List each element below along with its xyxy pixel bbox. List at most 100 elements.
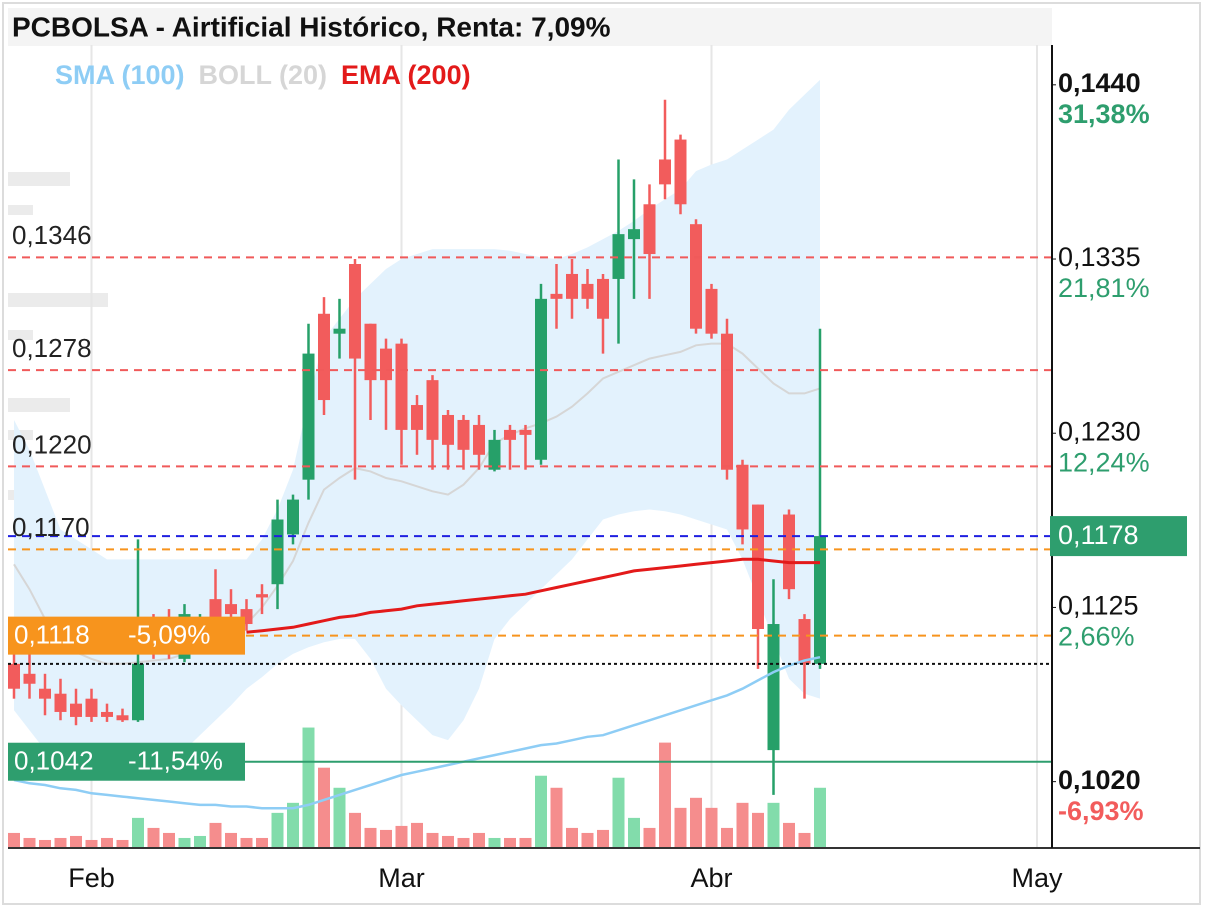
volume-bar [674, 807, 687, 848]
legend: SMA (100) BOLL (20) EMA (200) [55, 60, 471, 90]
volume-bar [535, 775, 547, 848]
level-label: 0,1118 [14, 620, 90, 650]
volume-bar [767, 802, 780, 848]
legend-entry: EMA (200) [341, 60, 471, 90]
volume-bar [271, 812, 284, 848]
volume-bar [302, 727, 315, 848]
volume-bar [628, 817, 640, 848]
placeholder [8, 330, 33, 340]
last-price-label: 0,1178 [1058, 520, 1139, 550]
level-label: 0,1278 [12, 333, 92, 363]
candle-body [550, 293, 563, 299]
volume-bar [116, 839, 129, 848]
candle-body [426, 380, 439, 440]
candle-body [535, 298, 547, 460]
y2-tick-pct: 2,66% [1058, 622, 1135, 652]
volume-bar [349, 812, 361, 848]
volume-bar [318, 767, 330, 848]
volume-bar [690, 797, 702, 848]
volume-bar [457, 837, 470, 848]
volume-bar [395, 825, 408, 848]
y2-tick-pct: -6,93% [1058, 796, 1144, 826]
candle-body [581, 283, 594, 299]
last-price-box [1050, 516, 1187, 557]
y2-tick-label: 0,1125 [1058, 591, 1139, 621]
indicator-line [13, 655, 821, 810]
volume-bar [333, 787, 346, 848]
volume-bar [256, 837, 268, 848]
level-label: 0,1170 [12, 512, 90, 542]
candle-body [504, 429, 516, 440]
volume-bar [814, 787, 826, 848]
level-label: 0,1220 [12, 429, 92, 459]
indicator-line [246, 557, 820, 634]
candle-body [597, 278, 609, 319]
volume-bar [426, 832, 439, 848]
level-pct-label: -11,54% [128, 746, 223, 776]
volume-bar [39, 839, 51, 848]
volume-bar [194, 835, 206, 848]
candle-body [442, 414, 454, 445]
chart-title: PCBOLSA - Airtificial Histórico, Renta: … [12, 11, 611, 42]
placeholder [8, 172, 70, 186]
volume-bar [581, 832, 594, 848]
title-band [8, 8, 1052, 46]
placeholder [8, 205, 33, 215]
volume-bar [380, 829, 392, 848]
volume-bar [163, 832, 175, 848]
level-box [8, 742, 245, 781]
candle-body [39, 688, 51, 699]
level-pct-label: -5,09% [128, 620, 210, 650]
volume-bar [566, 827, 578, 848]
candle-body [457, 419, 470, 450]
candle-body [116, 715, 129, 721]
volume-bar [597, 829, 609, 848]
candle-body [256, 594, 268, 598]
candle-body [566, 273, 578, 299]
candle-body [628, 229, 640, 240]
y2-tick-label: 0,1020 [1058, 765, 1141, 795]
candle-body [783, 514, 795, 590]
level-label: 0,1346 [12, 220, 92, 250]
x-tick-label: Feb [68, 863, 115, 893]
volume-bar [721, 827, 733, 848]
volume-bar [612, 777, 625, 848]
candle-body [85, 698, 98, 717]
candle-body [752, 504, 764, 629]
x-tick-label: Mar [378, 863, 425, 893]
candle-body [287, 499, 299, 535]
candle-body [767, 624, 780, 751]
level-label: 0,1042 [14, 746, 94, 776]
candle-body [132, 663, 144, 721]
candle-body [302, 353, 315, 480]
volume-bar [752, 812, 764, 848]
candle-body [395, 343, 408, 430]
candle-body [271, 519, 284, 585]
candle-body [380, 348, 392, 381]
volume-bar [8, 832, 20, 848]
y2-tick-label: 0,1230 [1058, 416, 1141, 446]
x-tick-label: May [1011, 863, 1063, 893]
candle-body [473, 424, 485, 455]
y2-tick-pct: 31,38% [1058, 99, 1150, 129]
plot-area [8, 45, 1052, 848]
candle-body [674, 139, 687, 205]
volume-bar [643, 827, 656, 848]
candle-body [8, 663, 20, 689]
candle-body [364, 323, 377, 381]
candle-body [612, 234, 625, 279]
legend-entry: SMA (100) [55, 60, 185, 90]
legend-entry: BOLL (20) [199, 60, 328, 90]
volume-bar [550, 787, 563, 848]
candle-body [705, 288, 718, 334]
candle-body [54, 693, 67, 712]
candle-body [411, 405, 423, 430]
volume-bar [178, 837, 191, 848]
candle-body [333, 328, 346, 334]
volume-bar [798, 832, 811, 848]
volume-bar [659, 742, 671, 848]
volume-bar [705, 807, 718, 848]
volume-bar [225, 832, 237, 848]
volume-bar [101, 837, 113, 848]
